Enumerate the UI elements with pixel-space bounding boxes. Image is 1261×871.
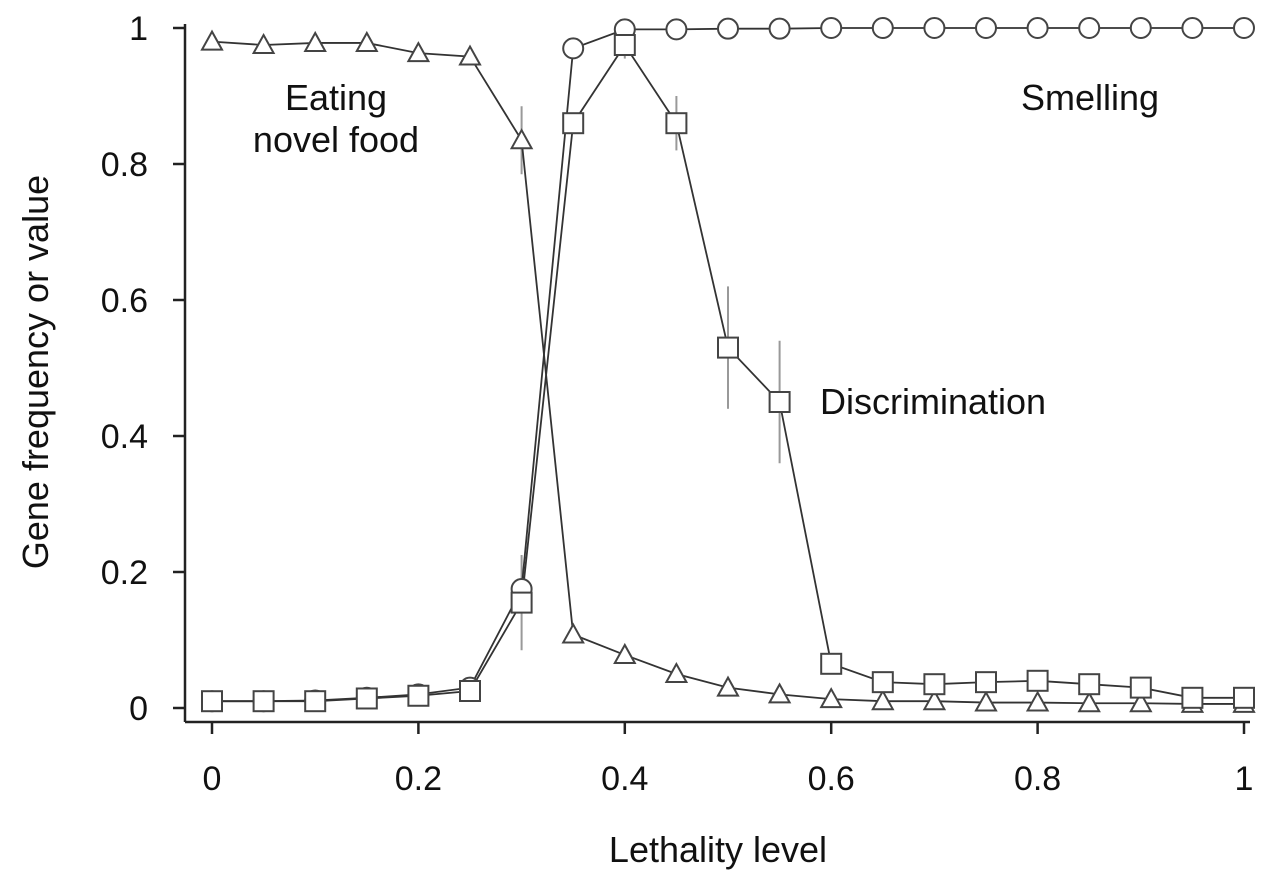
data-point-triangle [871, 689, 895, 711]
y-tick-label: 0.8 [101, 146, 148, 184]
data-point-square [562, 112, 585, 135]
y-tick-label: 0.2 [101, 554, 148, 592]
data-point-square [975, 671, 997, 694]
data-point-triangle [922, 689, 947, 711]
data-point-triangle [716, 675, 740, 697]
data-point-square [923, 673, 946, 696]
data-point-square [665, 112, 688, 135]
x-tick-label: 0.8 [1014, 760, 1061, 798]
data-point-square [304, 690, 327, 713]
data-point-triangle [200, 29, 224, 51]
series-markers [200, 17, 1256, 713]
data-point-triangle [355, 30, 379, 52]
data-point-triangle [251, 32, 276, 54]
data-point-circle [871, 17, 894, 39]
data-point-triangle [458, 44, 482, 66]
data-point-square [717, 336, 739, 359]
data-point-square [1233, 686, 1255, 709]
data-point-triangle [819, 687, 843, 709]
annotation-smelling: Smelling [1021, 77, 1159, 118]
data-point-square [510, 591, 533, 614]
data-point-triangle [974, 690, 998, 712]
data-point-square [201, 690, 223, 713]
error-bars [520, 31, 781, 651]
x-tick-label: 0.4 [601, 760, 648, 798]
data-point-square [459, 680, 481, 702]
data-point-square [1078, 673, 1101, 696]
y-axis-label: Gene frequency or value [15, 175, 56, 569]
data-point-square [871, 671, 894, 694]
data-point-square [613, 34, 636, 56]
data-point-circle [1233, 17, 1255, 39]
data-point-square [1026, 669, 1049, 692]
data-point-square [355, 687, 378, 710]
data-point-circle [768, 17, 791, 40]
data-point-square [1181, 686, 1204, 709]
data-point-triangle [561, 622, 585, 644]
y-tick-label: 0.6 [101, 282, 148, 320]
data-point-circle [717, 17, 739, 40]
data-point-triangle [303, 30, 327, 52]
x-tick-label: 0 [203, 760, 222, 798]
x-tick-label: 0.2 [395, 760, 442, 798]
data-point-circle [665, 18, 688, 41]
x-axis-label: Lethality level [609, 829, 827, 870]
data-point-triangle [406, 41, 431, 63]
data-point-circle [562, 37, 585, 60]
data-point-triangle [664, 661, 689, 683]
data-point-circle [975, 17, 997, 39]
data-point-square [252, 690, 275, 713]
axes: 0 0.2 0.4 0.6 0.8 1 0 0.2 0.4 0.6 0.8 1 [101, 10, 1254, 798]
data-point-circle [820, 17, 843, 39]
data-point-square [768, 391, 791, 413]
y-tick-label: 0 [129, 690, 148, 728]
data-point-circle [1181, 17, 1204, 39]
y-tick-label: 1 [129, 10, 148, 48]
data-point-triangle [1077, 691, 1101, 713]
data-point-circle [1078, 17, 1101, 39]
data-point-circle [923, 17, 946, 39]
data-point-square [820, 652, 843, 675]
x-tick-label: 0.6 [808, 760, 855, 798]
data-point-triangle [509, 128, 534, 150]
y-tick-label: 0.4 [101, 418, 148, 456]
data-point-circle [1129, 17, 1152, 39]
data-point-square [1129, 676, 1152, 699]
data-point-triangle [1129, 691, 1153, 713]
annotation-discrimination: Discrimination [820, 381, 1046, 422]
annotation-eating-line-1: Eating [285, 77, 387, 118]
data-point-triangle [1025, 690, 1050, 712]
data-point-triangle [767, 682, 792, 704]
data-point-triangle [613, 642, 637, 664]
x-tick-label: 1 [1235, 760, 1254, 798]
annotation-eating-line-2: novel food [253, 119, 419, 160]
data-point-circle [1026, 17, 1049, 39]
data-point-square [407, 684, 430, 707]
